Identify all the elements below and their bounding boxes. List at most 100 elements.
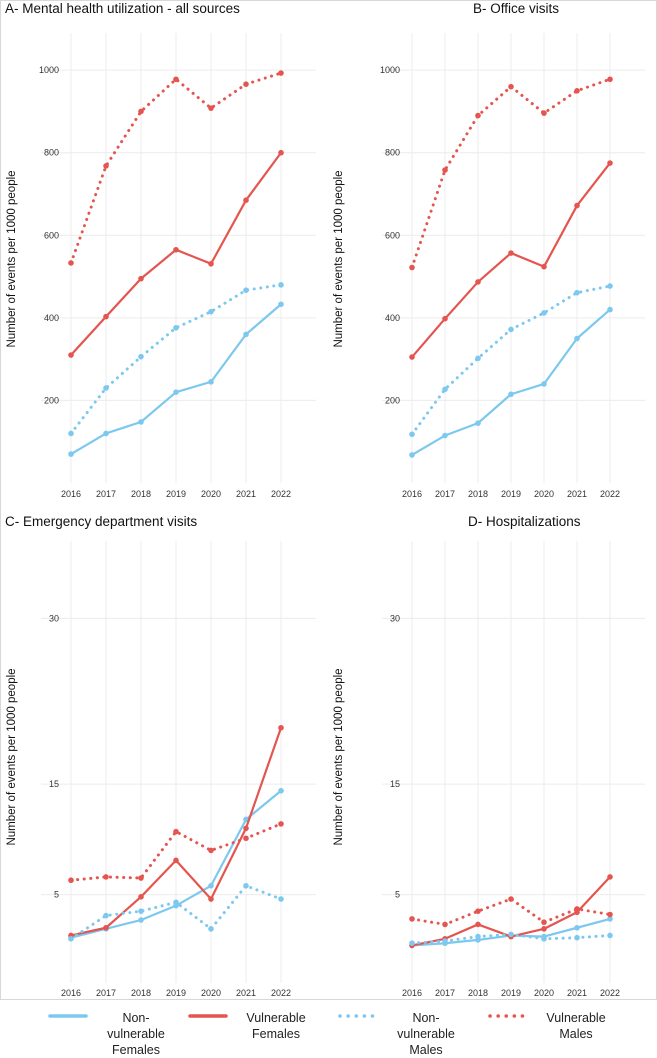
y-axis-label: Number of events per 1000 people [6,170,18,347]
data-point [475,355,481,362]
y-tick-label: 30 [49,613,59,623]
x-tick-label: 2019 [501,489,521,499]
data-point [138,908,144,914]
data-point [508,931,514,938]
data-point [103,912,109,919]
data-point [103,430,109,437]
chart-panel-a: 200 400 600 800 1000 2016 2017 2018 2019 2020 2021… [6,33,316,499]
x-tick-label: 2020 [534,489,554,499]
x-tick-label: 2019 [166,988,186,998]
legend-swatch-dotted-red [488,1014,528,1018]
data-point [475,112,481,119]
data-point [173,246,179,253]
data-point [409,264,415,271]
data-point [138,894,144,900]
data-point [607,932,613,939]
data-point [138,275,144,282]
x-tick-label: 2016 [402,489,422,499]
data-point [243,331,249,338]
x-tick-label: 2018 [131,988,151,998]
data-point [243,81,249,87]
data-point [508,896,514,902]
y-tick-label: 15 [49,779,59,789]
data-point [243,287,249,294]
data-point [103,874,109,880]
data-point [173,324,179,331]
x-tick-label: 2019 [166,489,186,499]
data-point [208,260,214,267]
data-point [138,419,144,425]
data-point [278,70,284,76]
y-tick-label: 15 [390,779,400,789]
chart-panel-b: 200 400 600 800 1000 2016 2017 2018 2019 2020 2021… [333,33,645,499]
data-point [442,386,448,393]
data-point [278,149,284,156]
data-point [103,163,109,169]
data-point [138,108,144,115]
data-point [508,326,514,333]
data-point [442,432,448,439]
data-point [442,938,448,944]
data-point [508,83,514,90]
data-point [607,160,613,166]
data-point [278,896,284,902]
y-axis-label: Number of events per 1000 people [333,170,345,347]
data-point [574,924,580,931]
data-point [278,724,284,731]
data-point [173,389,179,395]
x-tick-label: 2018 [131,489,151,499]
legend-label-line1: Vulnerable [246,1011,306,1025]
data-point [574,906,580,912]
data-point [607,916,613,922]
x-tick-label: 2017 [435,988,455,998]
data-point [541,110,547,116]
data-point [68,260,74,266]
data-point [243,825,249,832]
data-point [243,197,249,204]
data-point [243,882,249,889]
data-point [103,924,109,931]
x-tick-label: 2016 [61,988,81,998]
data-point [208,308,214,315]
y-tick-label: 5 [54,890,59,900]
legend-swatch-solid-red [188,1014,228,1018]
data-point [442,315,448,322]
x-tick-label: 2017 [96,988,116,998]
panel-c-title: C- Emergency department visits [5,514,198,529]
data-point [68,451,74,457]
data-point [475,420,481,426]
data-point [574,934,580,941]
data-point [103,313,109,320]
data-point [68,936,74,942]
figure: A- Mental health utilization - all sourc… [0,0,657,1000]
data-point [103,385,109,391]
data-point [173,899,179,906]
legend-label-line2: Females [112,1043,160,1057]
y-tick-label: 800 [385,148,400,158]
y-tick-label: 800 [44,148,59,158]
legend-swatch-solid-blue [48,1014,88,1018]
data-point [607,911,613,918]
data-point [208,882,214,889]
data-point [208,105,214,111]
data-point [409,940,415,947]
x-tick-label: 2018 [468,988,488,998]
y-tick-label: 200 [44,395,59,405]
x-tick-label: 2016 [402,988,422,998]
data-point [508,250,514,256]
data-point [278,787,284,794]
x-tick-label: 2019 [501,988,521,998]
panel-a-title: A- Mental health utilization - all sourc… [5,1,240,16]
data-point [574,335,580,342]
x-tick-label: 2022 [600,489,620,499]
y-tick-label: 200 [385,395,400,405]
x-tick-label: 2021 [567,988,587,998]
data-point [574,202,580,209]
legend-label-line1: Vulnerable [546,1011,606,1025]
panel-d-title: D- Hospitalizations [468,514,581,529]
x-tick-label: 2021 [567,489,587,499]
y-axis-label: Number of events per 1000 people [333,668,345,845]
data-point [243,816,249,823]
data-point [173,828,179,835]
data-point [475,908,481,914]
